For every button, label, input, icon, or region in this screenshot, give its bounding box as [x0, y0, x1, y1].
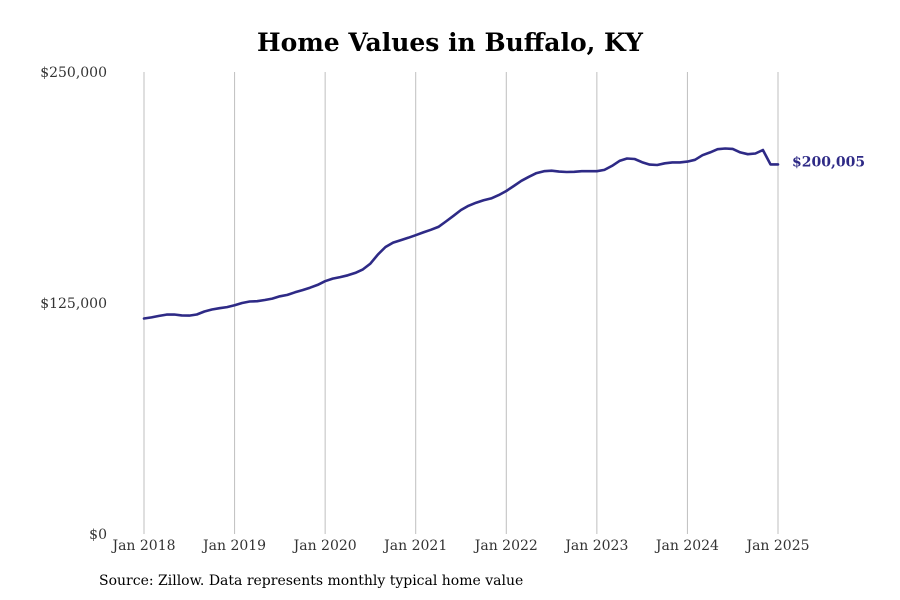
x-tick-label: Jan 2019 — [201, 538, 266, 554]
chart-title: Home Values in Buffalo, KY — [257, 28, 643, 57]
x-tick-label: Jan 2018 — [110, 538, 175, 554]
y-tick-label: $125,000 — [40, 296, 107, 312]
y-tick-label: $0 — [89, 527, 107, 543]
home-value-line — [142, 147, 780, 320]
x-tick-label: Jan 2023 — [563, 538, 628, 554]
source-note: Source: Zillow. Data represents monthly … — [99, 573, 524, 589]
x-axis-tick-labels: Jan 2018 Jan 2019 Jan 2020 Jan 2021 Jan 2022… — [110, 538, 809, 554]
x-tick-label: Jan 2024 — [654, 538, 719, 554]
latest-value-label: $200,005 — [792, 154, 865, 170]
y-tick-label: $250,000 — [40, 65, 107, 81]
x-tick-label: Jan 2022 — [473, 538, 538, 554]
x-tick-label: Jan 2021 — [382, 538, 447, 554]
x-tick-label: Jan 2020 — [292, 538, 357, 554]
x-tick-label: Jan 2025 — [744, 538, 809, 554]
y-axis-tick-labels: $0 $125,000 $250,000 — [40, 65, 107, 543]
grid-lines — [143, 72, 779, 534]
